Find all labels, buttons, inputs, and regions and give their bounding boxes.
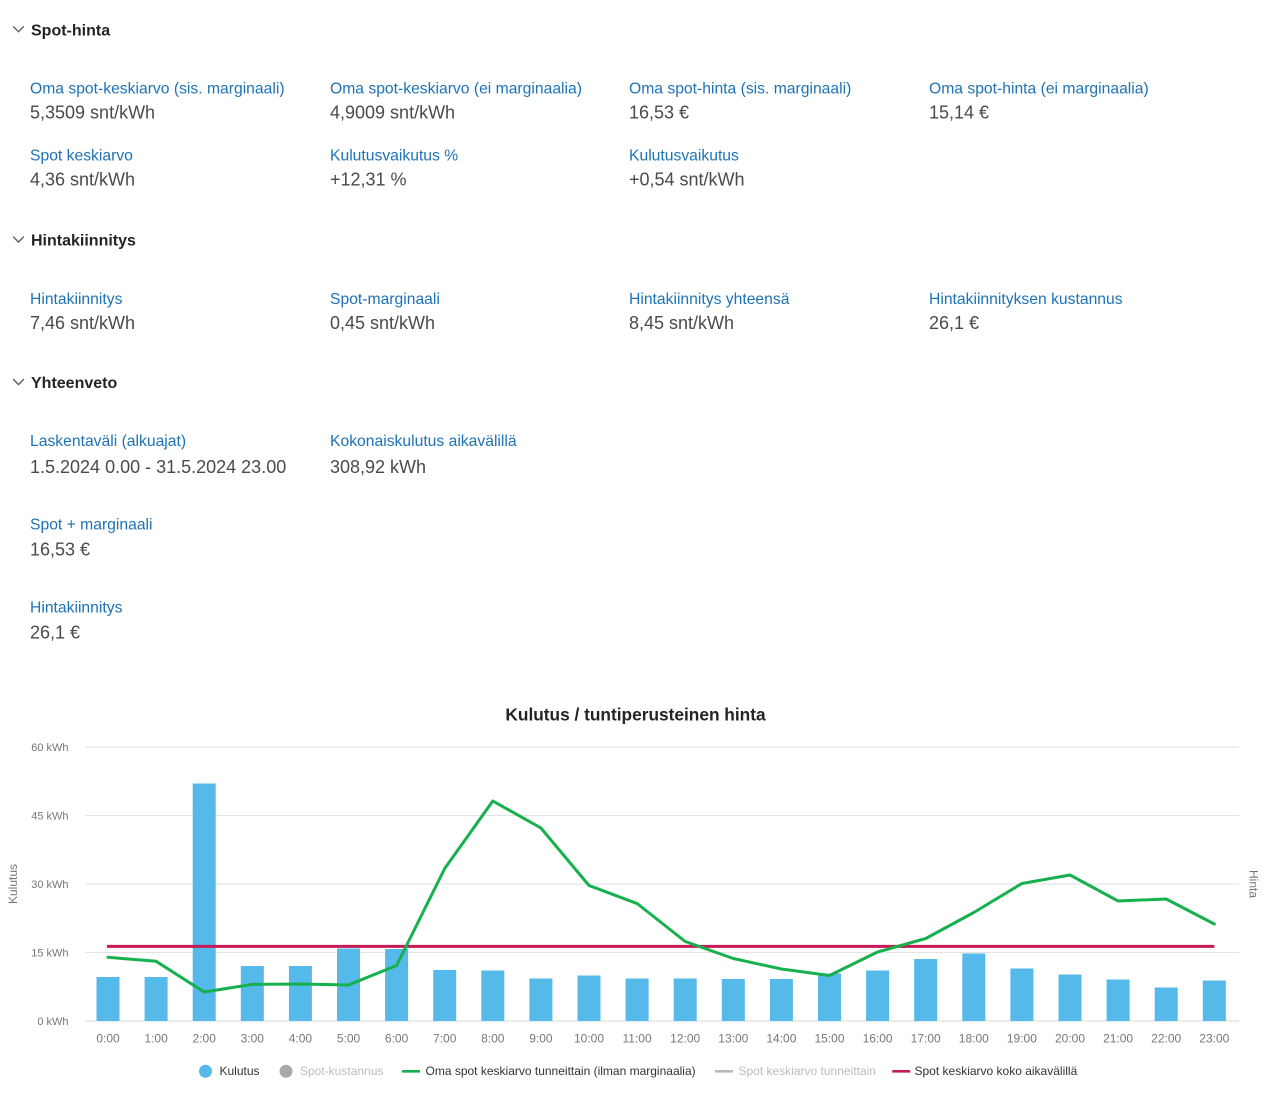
svg-text:Spot-marginaali: Spot-marginaali bbox=[330, 291, 440, 308]
svg-text:Spot-hinta: Spot-hinta bbox=[31, 23, 110, 40]
svg-text:Hintakiinnitys yhteensä: Hintakiinnitys yhteensä bbox=[629, 291, 790, 308]
svg-text:20:00: 20:00 bbox=[1055, 1032, 1085, 1046]
svg-text:23:00: 23:00 bbox=[1199, 1032, 1229, 1046]
svg-text:Hintakiinnitys: Hintakiinnitys bbox=[31, 233, 136, 250]
svg-text:12:00: 12:00 bbox=[670, 1032, 700, 1046]
svg-text:13:00: 13:00 bbox=[718, 1032, 748, 1046]
svg-text:9:00: 9:00 bbox=[529, 1032, 553, 1046]
svg-text:4,9009 snt/kWh: 4,9009 snt/kWh bbox=[330, 103, 455, 123]
svg-text:4:00: 4:00 bbox=[289, 1032, 313, 1046]
svg-text:15:00: 15:00 bbox=[814, 1032, 844, 1046]
svg-text:16:00: 16:00 bbox=[863, 1032, 893, 1046]
svg-text:19:00: 19:00 bbox=[1007, 1032, 1037, 1046]
svg-text:16,53 €: 16,53 € bbox=[30, 540, 90, 560]
svg-text:Hinta: Hinta bbox=[1247, 870, 1261, 898]
svg-text:3:00: 3:00 bbox=[241, 1032, 265, 1046]
svg-text:Oma spot-keskiarvo (ei margina: Oma spot-keskiarvo (ei marginaalia) bbox=[330, 81, 582, 98]
svg-text:15 kWh: 15 kWh bbox=[31, 948, 68, 960]
svg-text:5:00: 5:00 bbox=[337, 1032, 361, 1046]
svg-text:Kulutus: Kulutus bbox=[220, 1064, 260, 1078]
svg-text:Laskentaväli (alkuajat): Laskentaväli (alkuajat) bbox=[30, 433, 186, 450]
svg-text:Spot keskiarvo: Spot keskiarvo bbox=[30, 147, 133, 164]
svg-text:+0,54 snt/kWh: +0,54 snt/kWh bbox=[629, 169, 745, 189]
svg-text:Oma spot-hinta (sis. marginaal: Oma spot-hinta (sis. marginaali) bbox=[629, 81, 851, 98]
svg-text:30 kWh: 30 kWh bbox=[31, 879, 68, 891]
svg-text:5,3509 snt/kWh: 5,3509 snt/kWh bbox=[30, 103, 155, 123]
svg-text:26,1 €: 26,1 € bbox=[929, 313, 979, 333]
svg-text:Spot-kustannus: Spot-kustannus bbox=[300, 1064, 383, 1078]
svg-text:Yhteenveto: Yhteenveto bbox=[31, 375, 117, 392]
svg-text:22:00: 22:00 bbox=[1151, 1032, 1181, 1046]
svg-text:1.5.2024 0.00 - 31.5.2024 23.0: 1.5.2024 0.00 - 31.5.2024 23.00 bbox=[30, 457, 286, 477]
svg-text:18:00: 18:00 bbox=[959, 1032, 989, 1046]
svg-text:Hintakiinnitys: Hintakiinnitys bbox=[30, 600, 123, 617]
svg-text:4,36 snt/kWh: 4,36 snt/kWh bbox=[30, 169, 135, 189]
svg-text:Oma spot-keskiarvo (sis. margi: Oma spot-keskiarvo (sis. marginaali) bbox=[30, 81, 285, 98]
svg-text:10:00: 10:00 bbox=[574, 1032, 604, 1046]
svg-text:Kulutusvaikutus: Kulutusvaikutus bbox=[629, 147, 739, 164]
svg-text:45 kWh: 45 kWh bbox=[31, 811, 68, 823]
svg-text:8,45 snt/kWh: 8,45 snt/kWh bbox=[629, 313, 734, 333]
svg-text:60 kWh: 60 kWh bbox=[31, 742, 68, 754]
svg-text:21:00: 21:00 bbox=[1103, 1032, 1133, 1046]
svg-text:14:00: 14:00 bbox=[766, 1032, 796, 1046]
svg-text:7:00: 7:00 bbox=[433, 1032, 457, 1046]
svg-text:15,14 €: 15,14 € bbox=[929, 103, 989, 123]
svg-text:Oma spot-hinta (ei marginaalia: Oma spot-hinta (ei marginaalia) bbox=[929, 81, 1149, 98]
svg-text:0:00: 0:00 bbox=[96, 1032, 120, 1046]
svg-text:2:00: 2:00 bbox=[193, 1032, 217, 1046]
svg-text:6:00: 6:00 bbox=[385, 1032, 409, 1046]
svg-text:1:00: 1:00 bbox=[144, 1032, 168, 1046]
svg-text:8:00: 8:00 bbox=[481, 1032, 505, 1046]
svg-text:17:00: 17:00 bbox=[911, 1032, 941, 1046]
svg-text:+12,31 %: +12,31 % bbox=[330, 169, 407, 189]
svg-text:11:00: 11:00 bbox=[623, 1032, 652, 1046]
svg-text:16,53 €: 16,53 € bbox=[629, 103, 689, 123]
svg-text:Oma spot keskiarvo tunneittain: Oma spot keskiarvo tunneittain (ilman ma… bbox=[426, 1064, 696, 1078]
svg-text:0,45 snt/kWh: 0,45 snt/kWh bbox=[330, 313, 435, 333]
svg-text:308,92 kWh: 308,92 kWh bbox=[330, 457, 426, 477]
svg-text:Spot keskiarvo koko aikavälill: Spot keskiarvo koko aikavälillä bbox=[915, 1064, 1078, 1078]
svg-text:Kulutusvaikutus %: Kulutusvaikutus % bbox=[330, 147, 458, 164]
svg-text:Kokonaiskulutus aikavälillä: Kokonaiskulutus aikavälillä bbox=[330, 433, 517, 450]
svg-text:0 kWh: 0 kWh bbox=[37, 1016, 68, 1028]
svg-text:Spot keskiarvo tunneittain: Spot keskiarvo tunneittain bbox=[739, 1064, 876, 1078]
svg-text:Hintakiinnityksen kustannus: Hintakiinnityksen kustannus bbox=[929, 291, 1123, 308]
svg-text:Kulutus: Kulutus bbox=[6, 864, 20, 904]
svg-text:Hintakiinnitys: Hintakiinnitys bbox=[30, 291, 123, 308]
svg-text:7,46 snt/kWh: 7,46 snt/kWh bbox=[30, 313, 135, 333]
svg-text:Spot + marginaali: Spot + marginaali bbox=[30, 517, 153, 534]
svg-text:26,1 €: 26,1 € bbox=[30, 623, 80, 643]
svg-text:Kulutus / tuntiperusteinen hin: Kulutus / tuntiperusteinen hinta bbox=[505, 704, 766, 724]
